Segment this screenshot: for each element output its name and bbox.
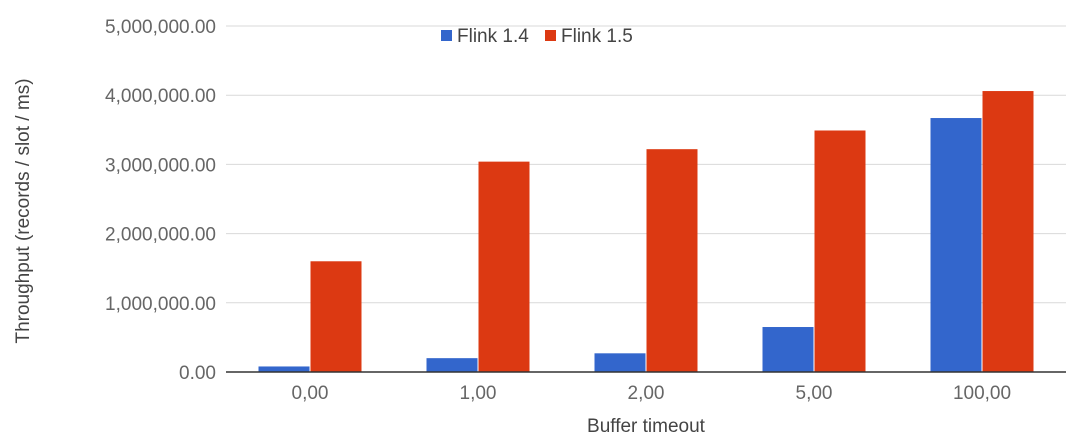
bar-flink-1-4-4	[930, 118, 982, 372]
y-tick-label: 0.00	[179, 363, 216, 384]
x-tick-label: 100,00	[953, 383, 1011, 404]
legend-label: Flink 1.4	[457, 26, 529, 47]
legend-label: Flink 1.5	[561, 26, 633, 47]
x-tick-label: 5,00	[796, 383, 833, 404]
y-tick-label: 2,000,000.00	[105, 225, 216, 246]
bar-flink-1-4-1	[426, 358, 478, 372]
gridlines	[226, 25, 1066, 304]
y-axis-title: Throughput (records / slot / ms)	[13, 78, 34, 343]
x-tick-label: 0,00	[292, 383, 329, 404]
bar-flink-1-5-3	[814, 130, 866, 372]
bar-flink-1-4-3	[762, 327, 814, 372]
y-tick-label: 5,000,000.00	[105, 17, 216, 38]
y-tick-label: 1,000,000.00	[105, 294, 216, 315]
bar-flink-1-4-2	[594, 353, 646, 372]
y-tick-label: 3,000,000.00	[105, 155, 216, 176]
bar-flink-1-5-0	[310, 261, 362, 372]
y-tick-label: 4,000,000.00	[105, 86, 216, 107]
bar-flink-1-5-4	[982, 91, 1034, 372]
legend-swatch	[545, 30, 556, 41]
bar-flink-1-5-1	[478, 161, 530, 372]
bar-flink-1-4-0	[258, 366, 310, 372]
x-tick-label: 2,00	[628, 383, 665, 404]
bars	[258, 91, 1034, 372]
bar-flink-1-5-2	[646, 149, 698, 372]
y-axis-ticks: 0.00 1,000,000.00 2,000,000.00 3,000,000.00…	[105, 17, 216, 384]
x-axis-ticks: 0,00 1,00 2,00 5,00 100,00	[292, 383, 1012, 404]
x-axis-title: Buffer timeout	[587, 416, 706, 437]
x-tick-label: 1,00	[460, 383, 497, 404]
legend-swatch	[441, 30, 452, 41]
legend: Flink 1.4 Flink 1.5	[441, 26, 633, 47]
